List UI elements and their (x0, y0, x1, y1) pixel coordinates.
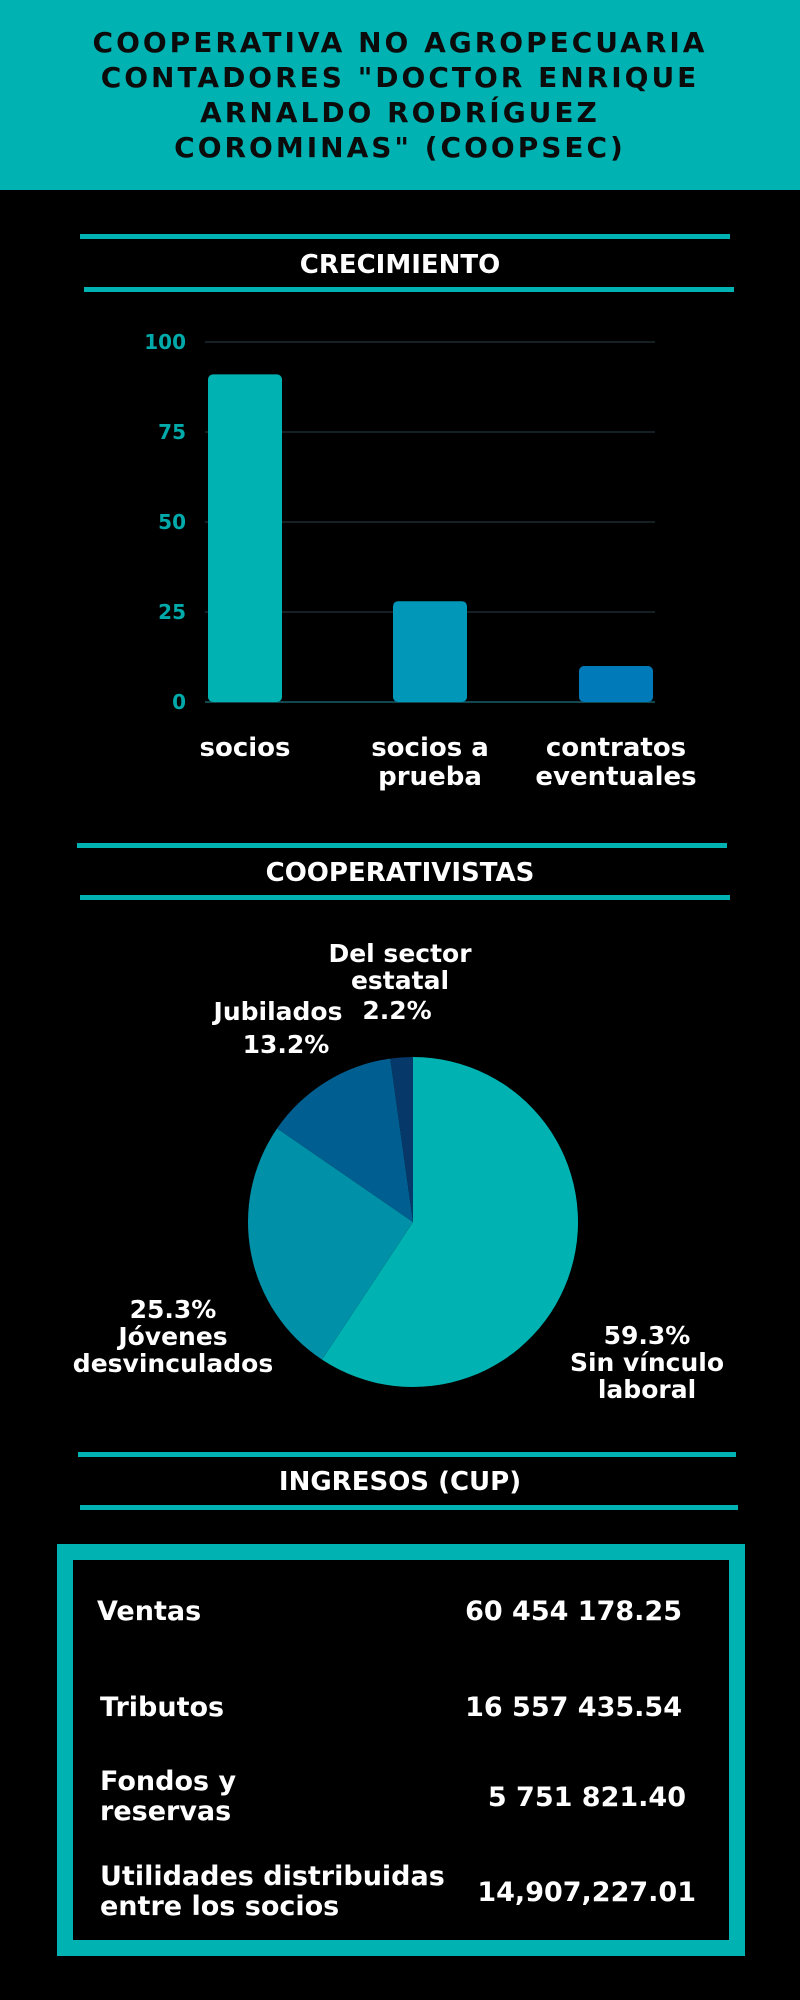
pie-value-label: 59.3% (604, 1321, 691, 1350)
bar (393, 601, 467, 702)
income-row-label-line: Fondos y (100, 1766, 237, 1797)
income-row-value: 5 751 821.40 (487, 1782, 686, 1813)
section-divider-top (80, 234, 730, 239)
income-row-label-line: Tributos (100, 1692, 225, 1723)
growth-section-title: CRECIMIENTO (299, 250, 501, 280)
pie-slice (390, 1057, 413, 1222)
members-section-title: COOPERATIVISTAS (265, 858, 535, 888)
pie-slice-label: desvinculados (73, 1349, 273, 1378)
pie-slice-label: Jóvenes (116, 1322, 227, 1351)
pie-value-label: 13.2% (243, 1030, 330, 1059)
pie-value-label: 25.3% (130, 1295, 217, 1324)
y-tick-label: 25 (158, 600, 186, 624)
section-divider-bottom (84, 287, 734, 292)
income-row-label: Utilidades distribuidas entre los socios (100, 1862, 445, 1922)
y-tick-label: 50 (158, 510, 186, 534)
pie-slice-label: Del sector (328, 939, 472, 968)
income-row-label-line: reservas (100, 1796, 232, 1827)
pie-slice (321, 1057, 578, 1387)
pie-slice (248, 1128, 413, 1360)
y-tick-label: 100 (144, 330, 186, 354)
income-table (57, 1544, 745, 1956)
income-row-value: 16 557 435.54 (465, 1692, 682, 1723)
x-category-label: socios a (371, 733, 489, 763)
income-row-label: Tributos (100, 1693, 224, 1723)
x-category-label: contratos (546, 733, 686, 763)
section-divider-bottom (80, 895, 730, 900)
pie-slice-label: Jubilados (212, 997, 343, 1026)
section-divider-bottom (80, 1505, 738, 1510)
pie-slice-label: laboral (598, 1375, 696, 1404)
pie-value-label: 2.2% (362, 996, 431, 1025)
pie-slice-label: estatal (351, 966, 449, 995)
income-row-label: Fondos y reservas (100, 1767, 236, 1827)
income-section-title: INGRESOS (CUP) (278, 1467, 522, 1497)
x-category-label: prueba (378, 762, 482, 792)
x-category-label: socios (200, 733, 291, 763)
x-category-label: eventuales (535, 762, 696, 792)
pie-slice (277, 1058, 413, 1222)
income-row-label: Ventas (97, 1597, 201, 1627)
y-tick-label: 75 (158, 420, 186, 444)
page-title: COOPERATIVA NO AGROPECUARIA CONTADORES "… (92, 26, 708, 164)
income-row-label-line: Ventas (97, 1596, 202, 1627)
bar (208, 374, 282, 702)
section-divider-top (77, 843, 727, 848)
income-row-value: 60 454 178.25 (465, 1596, 682, 1627)
income-row-label-line: Utilidades distribuidas (100, 1861, 445, 1892)
pie-slice-label: Sin vínculo (570, 1348, 724, 1377)
y-tick-label: 0 (172, 690, 186, 714)
section-divider-top (78, 1452, 736, 1457)
income-row-value: 14,907,227.01 (477, 1877, 696, 1908)
income-row-label-line: entre los socios (100, 1891, 340, 1922)
header-banner: COOPERATIVA NO AGROPECUARIA CONTADORES "… (0, 0, 800, 190)
bar (579, 666, 653, 702)
